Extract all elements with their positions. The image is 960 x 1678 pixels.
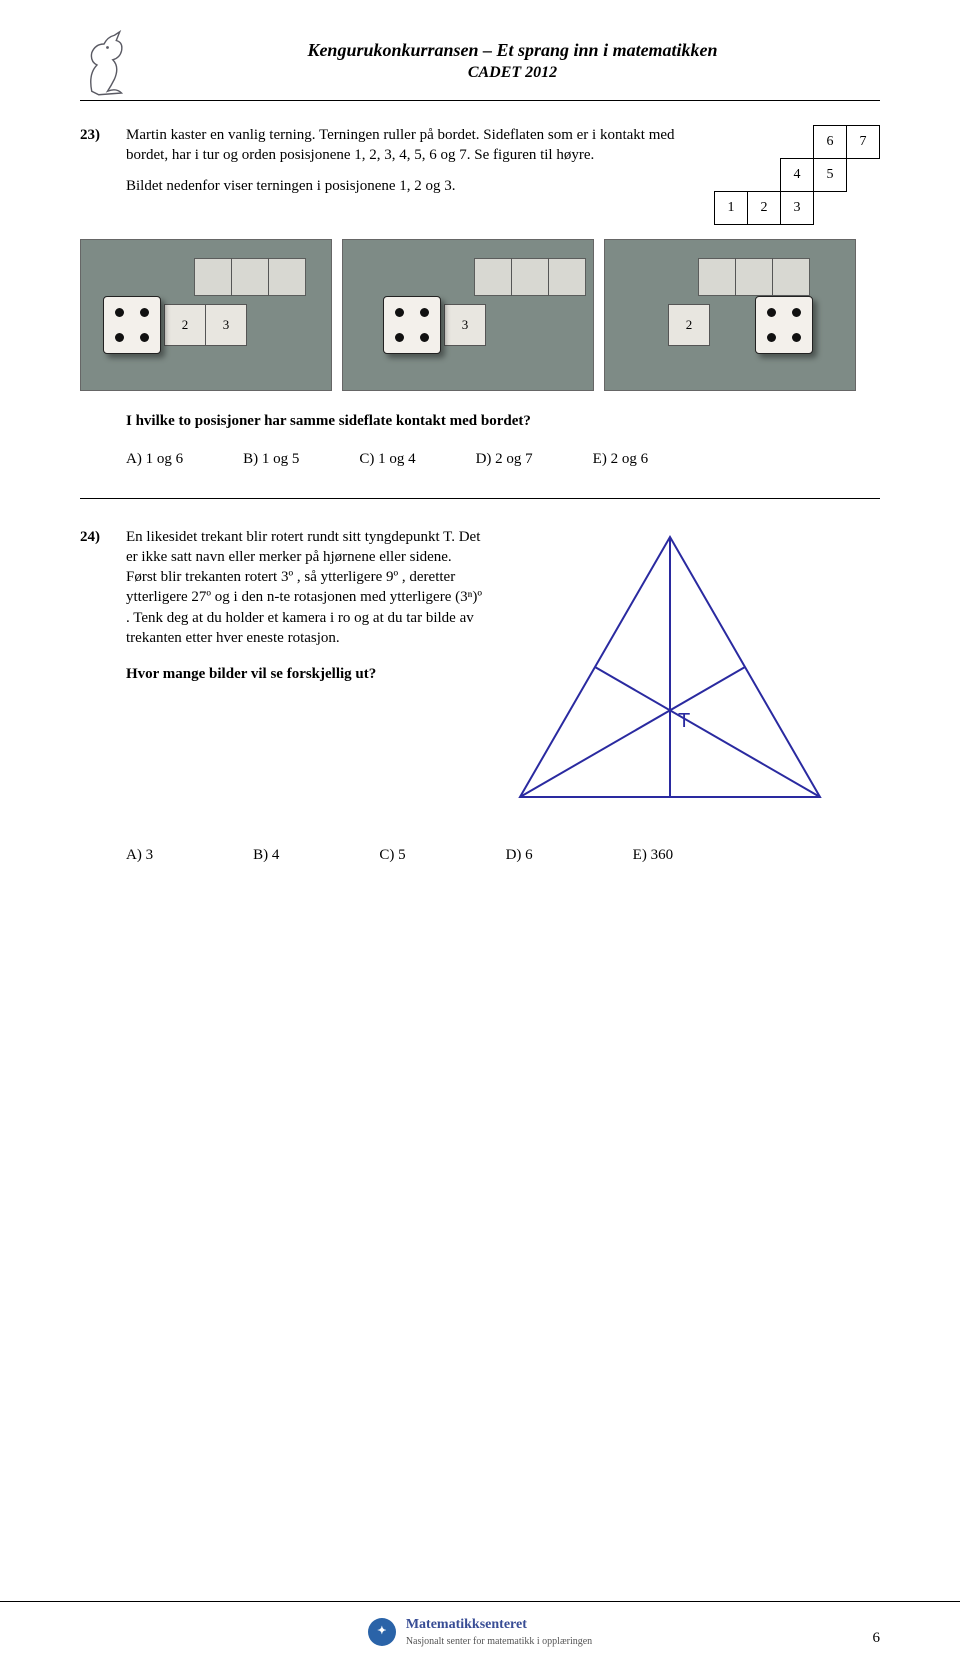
net-cell: 4	[781, 159, 814, 192]
centroid-label: T	[678, 710, 690, 732]
net-cell: 6	[814, 126, 847, 159]
q23-net-figure: 6745 123	[714, 125, 880, 225]
q23-question: I hvilke to posisjoner har samme sidefla…	[126, 411, 880, 431]
kangaroo-logo	[80, 30, 135, 100]
net-cell: 3	[781, 192, 814, 225]
net-cell: 5	[814, 159, 847, 192]
header-title-2: CADET 2012	[145, 62, 880, 84]
q24-triangle-figure: T	[500, 527, 840, 817]
page-number: 6	[873, 1628, 881, 1648]
photo-grid-cell: 3	[444, 304, 486, 346]
footer-logo-icon: ✦	[368, 1618, 396, 1646]
header-title-1: Kengurukonkurransen – Et sprang inn i ma…	[145, 38, 880, 62]
q23-ans-d: D) 2 og 7	[476, 449, 533, 469]
q23-photo-strip: 2332	[80, 239, 880, 391]
q24-question: Hvor mange bilder vil se forskjellig ut?	[126, 664, 486, 684]
q23-number: 23)	[80, 125, 112, 225]
q23-ans-e: E) 2 og 6	[593, 449, 648, 469]
q23-ans-a: A) 1 og 6	[126, 449, 183, 469]
q24-answers: A) 3 B) 4 C) 5 D) 6 E) 360	[126, 845, 880, 865]
q23-ans-c: C) 1 og 4	[359, 449, 415, 469]
footer-brand: Matematikksenteret	[406, 1616, 592, 1635]
q24-number: 24)	[80, 527, 112, 817]
q23-text-b: Bildet nedenfor viser terningen i posisj…	[126, 176, 700, 196]
die-face	[103, 296, 161, 354]
header-rule	[80, 100, 880, 101]
photo-grid-cell: 2	[668, 304, 710, 346]
q24-text: En likesidet trekant blir rotert rundt s…	[126, 527, 486, 649]
photo-grid-cell: 2	[164, 304, 206, 346]
q24-ans-b: B) 4	[253, 845, 279, 865]
dice-photo: 23	[80, 239, 332, 391]
q24-ans-c: C) 5	[379, 845, 405, 865]
question-divider	[80, 498, 880, 499]
dice-photo: 3	[342, 239, 594, 391]
q23-text-a: Martin kaster en vanlig terning. Terning…	[126, 125, 700, 166]
dice-photo: 2	[604, 239, 856, 391]
question-23: 23) Martin kaster en vanlig terning. Ter…	[80, 125, 880, 470]
net-cell: 2	[748, 192, 781, 225]
die-face	[383, 296, 441, 354]
q24-ans-e: E) 360	[633, 845, 673, 865]
q23-answers: A) 1 og 6 B) 1 og 5 C) 1 og 4 D) 2 og 7 …	[126, 449, 880, 469]
net-cell: 1	[715, 192, 748, 225]
q24-ans-a: A) 3	[126, 845, 153, 865]
die-face	[755, 296, 813, 354]
page-header: Kengurukonkurransen – Et sprang inn i ma…	[80, 30, 880, 100]
footer-tagline: Nasjonalt senter for matematikk i opplær…	[406, 1635, 592, 1649]
question-24: 24) En likesidet trekant blir rotert run…	[80, 527, 880, 865]
q23-ans-b: B) 1 og 5	[243, 449, 299, 469]
page-footer: ✦ Matematikksenteret Nasjonalt senter fo…	[0, 1601, 960, 1648]
net-cell: 7	[847, 126, 880, 159]
q24-ans-d: D) 6	[506, 845, 533, 865]
photo-grid-cell: 3	[205, 304, 247, 346]
